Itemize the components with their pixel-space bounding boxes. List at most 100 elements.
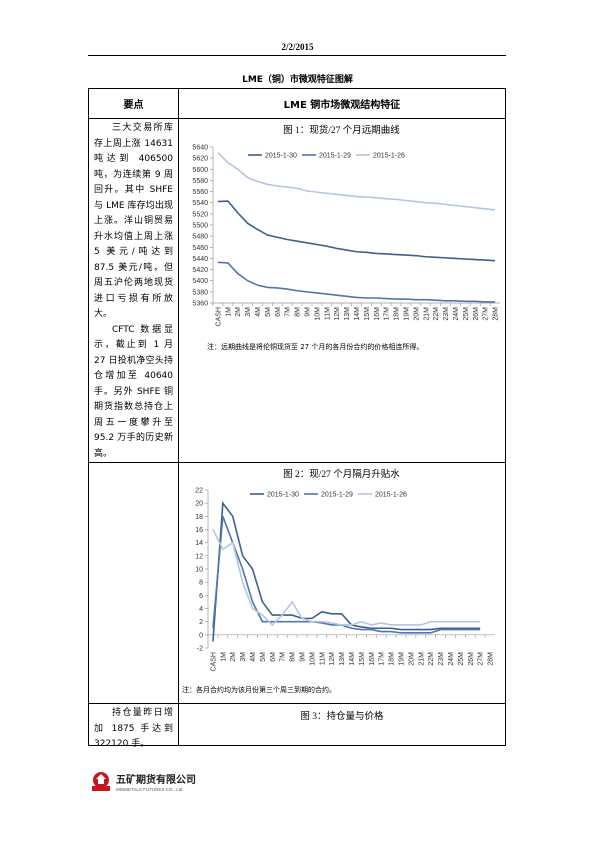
y-tick-label: 0	[199, 632, 203, 639]
y-tick-label: -2	[197, 646, 203, 653]
x-tick-label: 10M	[309, 652, 316, 666]
x-tick-label: 12M	[329, 652, 336, 666]
x-tick-label: 16M	[374, 307, 381, 321]
x-tick-label: 11M	[319, 652, 326, 665]
header-date: 2/2/2015	[281, 42, 314, 52]
x-tick-label: 2M	[235, 307, 242, 317]
y-tick-label: 5440	[192, 256, 208, 263]
x-tick-label: 24M	[453, 307, 460, 321]
x-tick-label: CASH	[210, 652, 217, 671]
doc-title: LME（铜）市微观特征图解	[242, 75, 353, 85]
y-tick-label: 12	[195, 553, 203, 560]
figure-title: 图 3：持仓量与价格	[300, 712, 384, 722]
header-cell: LME 铜市场微观结构特征	[178, 88, 506, 119]
paragraph: 持仓量昨日增加 1875 手达到 322120 手。	[94, 708, 173, 749]
x-tick-label: 6M	[270, 652, 277, 662]
y-tick-label: 18	[195, 514, 203, 521]
x-tick-label: 2M	[230, 652, 237, 662]
x-tick-label: 18M	[389, 652, 396, 666]
y-tick-label: 5620	[192, 156, 208, 163]
x-tick-label: 21M	[423, 307, 430, 321]
x-tick-label: 26M	[473, 307, 480, 321]
legend-label: 2015-1-26	[373, 153, 405, 160]
x-tick-label: 28M	[488, 652, 495, 666]
x-tick-label: 6M	[275, 307, 282, 317]
x-tick-label: 24M	[448, 652, 455, 666]
paragraph: 三大交易所库存上周上涨 14631 吨达到 406500 吨，为连续第 9 周回…	[94, 123, 173, 319]
y-tick-label: 5560	[192, 189, 208, 196]
x-tick-label: 4M	[250, 652, 257, 662]
chart-title: 图 1：现货/27 个月远期曲线	[283, 126, 400, 136]
x-tick-label: 23M	[443, 307, 450, 321]
y-tick-label: 5480	[192, 234, 208, 241]
series-line	[212, 529, 481, 627]
chart-note: 注：远期曲线是将伦铜现货至 27 个月的各月份合约的价格相连所得。	[207, 343, 424, 351]
y-tick-label: 5420	[192, 267, 208, 274]
x-tick-label: 19M	[398, 652, 405, 666]
x-tick-label: 17M	[379, 652, 386, 666]
y-tick-label: 5400	[192, 278, 208, 285]
x-tick-label: 5M	[265, 307, 272, 317]
y-tick-label: 5520	[192, 211, 208, 218]
x-tick-label: 20M	[413, 307, 420, 321]
x-tick-label: 1M	[220, 652, 227, 662]
legend-label: 2015-1-30	[267, 492, 299, 499]
x-tick-label: 5M	[260, 652, 267, 662]
x-tick-label: 22M	[433, 307, 440, 321]
x-tick-label: 25M	[463, 307, 470, 321]
x-tick-label: 26M	[468, 652, 475, 666]
y-tick-label: 5460	[192, 245, 208, 252]
x-tick-label: 23M	[438, 652, 445, 666]
x-tick-label: 19M	[403, 307, 410, 321]
y-tick-label: 6	[199, 593, 203, 600]
legend-label: 2015-1-26	[375, 492, 407, 499]
points-cell	[88, 462, 179, 704]
x-tick-label: 25M	[458, 652, 465, 666]
points-cell: 持仓量昨日增加 1875 手达到 322120 手。	[88, 703, 179, 749]
points-cell: 三大交易所库存上周上涨 14631 吨达到 406500 吨，为连续第 9 周回…	[88, 118, 179, 463]
x-tick-label: 28M	[493, 307, 500, 321]
y-tick-label: 2	[199, 619, 203, 626]
x-tick-label: 14M	[354, 307, 361, 321]
series-line	[217, 261, 496, 303]
x-tick-label: 12M	[334, 307, 341, 321]
x-tick-label: 11M	[324, 307, 331, 320]
chart: -2 0 2 4 6 8 10 12 14 16 18 20 22 CASH 1M 2M 3M 4M 5M 6M 7M 8…	[195, 488, 495, 671]
y-tick-label: 5600	[192, 167, 208, 174]
legend-label: 2015-1-29	[321, 492, 353, 499]
x-tick-label: 13M	[344, 307, 351, 321]
x-tick-label: 21M	[418, 652, 425, 666]
x-tick-label: CASH	[215, 307, 222, 326]
y-tick-label: 5380	[192, 289, 208, 296]
y-tick-label: 5500	[192, 223, 208, 230]
x-tick-label: 8M	[295, 307, 302, 317]
chart-cell: 图 3：持仓量与价格	[178, 703, 506, 746]
y-tick-label: 8	[199, 580, 203, 587]
series-line	[212, 500, 481, 642]
y-tick-label: 5360	[192, 301, 208, 308]
x-tick-label: 7M	[280, 652, 287, 662]
legend-label: 2015-1-29	[319, 153, 351, 160]
x-tick-label: 27M	[483, 307, 490, 321]
x-tick-label: 13M	[339, 652, 346, 666]
series-line	[217, 200, 496, 262]
y-tick-label: 16	[195, 527, 203, 534]
y-tick-label: 10	[195, 567, 203, 574]
x-tick-label: 4M	[255, 307, 262, 317]
x-tick-label: 1M	[225, 307, 232, 317]
header-cell: 要点	[88, 88, 179, 119]
x-tick-label: 22M	[428, 652, 435, 666]
x-tick-label: 14M	[349, 652, 356, 666]
chart-title: 图 2：现/27 个月隔月升贴水	[283, 470, 400, 480]
series-line	[217, 152, 496, 211]
x-tick-label: 15M	[364, 307, 371, 321]
y-tick-label: 4	[199, 606, 203, 613]
x-tick-label: 18M	[394, 307, 401, 321]
x-tick-label: 27M	[478, 652, 485, 666]
x-tick-label: 9M	[305, 307, 312, 317]
header-rule	[88, 55, 506, 56]
x-tick-label: 16M	[369, 652, 376, 666]
paragraph: CFTC 数据显示，截止到 1 月 27 日投机净空头持仓增加至 40640 手…	[94, 324, 173, 459]
x-tick-label: 20M	[408, 652, 415, 666]
